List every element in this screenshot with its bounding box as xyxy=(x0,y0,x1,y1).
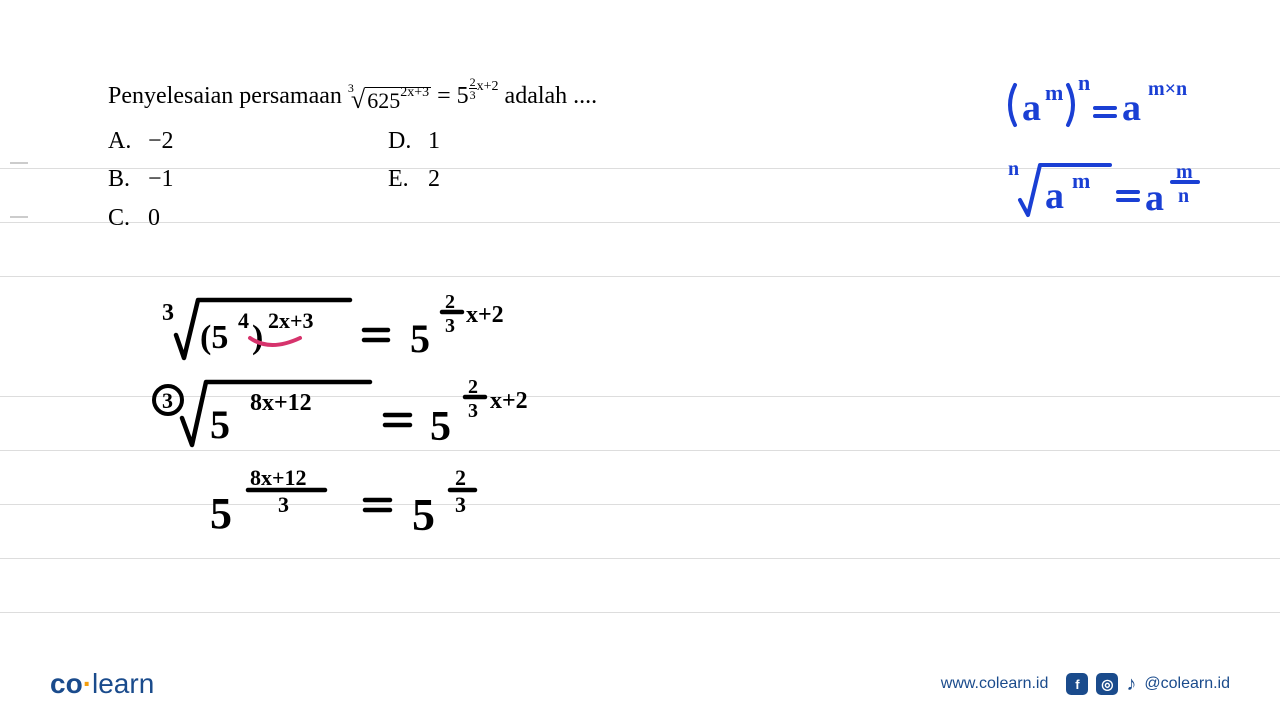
question-prefix: Penyelesaian persamaan xyxy=(108,83,342,110)
option-c-letter: C. xyxy=(108,199,148,237)
svg-text:m: m xyxy=(1072,168,1090,193)
svg-text:x+2: x+2 xyxy=(490,388,528,414)
option-a-letter: A. xyxy=(108,122,148,160)
option-b: −1 xyxy=(148,166,174,192)
svg-text:a: a xyxy=(1122,87,1141,129)
instagram-icon: ◎ xyxy=(1096,673,1118,695)
svg-text:8x+12: 8x+12 xyxy=(250,390,312,416)
facebook-icon: f xyxy=(1066,673,1088,695)
svg-text:3: 3 xyxy=(455,492,466,517)
svg-text:m: m xyxy=(1045,80,1063,105)
rhs-base: 5 xyxy=(457,83,469,109)
svg-text:n: n xyxy=(1008,158,1019,180)
logo-dot: · xyxy=(83,668,92,699)
svg-text:2x+3: 2x+3 xyxy=(268,308,314,333)
svg-text:5: 5 xyxy=(210,402,230,447)
footer-url: www.colearn.id xyxy=(941,675,1049,693)
option-e: 2 xyxy=(428,166,440,192)
svg-text:2: 2 xyxy=(468,376,478,398)
svg-text:3: 3 xyxy=(162,388,173,413)
options-block: A.−2 D.1 B.−1 E.2 C.0 xyxy=(108,122,440,237)
svg-text:a: a xyxy=(1045,175,1064,217)
radicand-exp: 2x+3 xyxy=(400,85,429,100)
svg-text:5: 5 xyxy=(412,489,435,540)
handwritten-work: 3 (5 4 ) 2x+3 5 2 3 x+2 3 5 8x+12 5 2 3 … xyxy=(150,290,630,570)
svg-text:n: n xyxy=(1178,185,1189,207)
svg-text:4: 4 xyxy=(238,308,249,333)
equation-rhs: 523x+2 xyxy=(457,83,499,110)
svg-text:3: 3 xyxy=(468,400,478,422)
option-e-letter: E. xyxy=(388,160,428,198)
svg-text:5: 5 xyxy=(430,404,451,450)
footer: co·learn www.colearn.id f ◎ ♪ @colearn.i… xyxy=(0,668,1280,700)
option-b-letter: B. xyxy=(108,160,148,198)
svg-text:m×n: m×n xyxy=(1148,78,1187,100)
svg-text:2: 2 xyxy=(445,291,455,313)
handwritten-rules: a m n a m×n n a m a m n xyxy=(1000,70,1250,250)
logo-learn: learn xyxy=(92,668,154,699)
svg-text:2: 2 xyxy=(455,465,466,490)
question-suffix: adalah .... xyxy=(505,83,598,110)
question-line: Penyelesaian persamaan 3 √ 6252x+3 = 523… xyxy=(108,78,597,114)
svg-text:): ) xyxy=(252,319,263,356)
brand-logo: co·learn xyxy=(50,668,154,700)
equals-sign: = xyxy=(437,83,451,110)
option-c: 0 xyxy=(148,205,160,231)
svg-text:n: n xyxy=(1078,70,1090,95)
rhs-frac-den: 3 xyxy=(469,89,477,101)
svg-text:3: 3 xyxy=(445,315,455,337)
svg-text:x+2: x+2 xyxy=(466,302,504,328)
option-a: −2 xyxy=(148,128,174,154)
rhs-frac-num: 2 xyxy=(469,76,477,89)
svg-text:5: 5 xyxy=(410,316,430,361)
question-block: Penyelesaian persamaan 3 √ 6252x+3 = 523… xyxy=(108,78,597,114)
radical-index: 3 xyxy=(348,81,354,96)
logo-co: co xyxy=(50,668,83,699)
radicand-base: 625 xyxy=(367,88,400,113)
rhs-exp-tail: x+2 xyxy=(477,79,499,94)
svg-text:8x+12: 8x+12 xyxy=(250,465,307,490)
tiktok-icon: ♪ xyxy=(1126,673,1136,696)
option-d: 1 xyxy=(428,128,440,154)
svg-text:3: 3 xyxy=(278,492,289,517)
svg-text:(5: (5 xyxy=(200,319,228,356)
svg-text:a: a xyxy=(1145,177,1164,219)
option-d-letter: D. xyxy=(388,122,428,160)
social-handle: @colearn.id xyxy=(1144,675,1230,693)
equation-lhs: 3 √ 6252x+3 xyxy=(348,78,431,114)
svg-text:5: 5 xyxy=(210,489,232,538)
svg-text:a: a xyxy=(1022,87,1041,129)
svg-text:m: m xyxy=(1176,161,1193,183)
svg-text:3: 3 xyxy=(162,300,174,326)
social-icons: f ◎ ♪ @colearn.id xyxy=(1066,673,1230,696)
